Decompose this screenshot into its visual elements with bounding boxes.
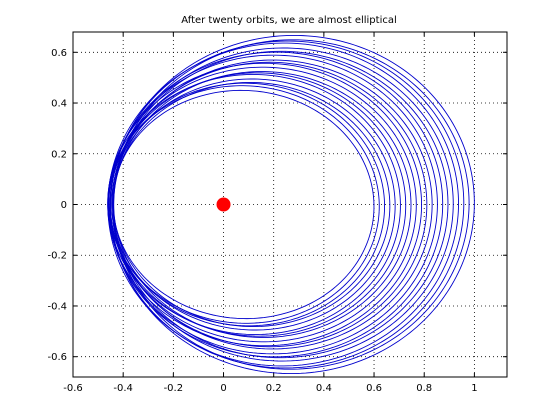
orbit-paths: [107, 34, 475, 375]
x-tick-label: 0.4: [316, 383, 332, 394]
central-body-layer: [216, 197, 231, 212]
y-tick-label: -0.6: [47, 352, 67, 363]
x-tick-label: 1: [471, 383, 477, 394]
orbit-path: [107, 73, 401, 336]
y-tick-label: 0.2: [51, 149, 67, 160]
x-tick-label: 0.2: [266, 383, 282, 394]
x-tick-label: -0.4: [113, 383, 133, 394]
orbit-path: [108, 85, 380, 324]
orbit-path: [109, 72, 407, 337]
central-body-marker: [216, 197, 231, 212]
x-tick-label: 0: [220, 383, 226, 394]
y-tick-label: 0: [61, 200, 67, 211]
y-tick-label: 0.4: [51, 99, 67, 110]
x-tick-label: -0.2: [164, 383, 184, 394]
x-tick-label: 0.6: [366, 383, 382, 394]
x-tick-label: -0.6: [63, 383, 83, 394]
y-tick-label: -0.2: [47, 251, 67, 262]
orbit-path: [111, 78, 396, 331]
x-tick-label: 0.8: [416, 383, 432, 394]
y-tick-label: 0.6: [51, 48, 67, 59]
y-tick-label: -0.4: [47, 301, 67, 312]
y-tick-labels: -0.6 -0.4 -0.2 0 0.2 0.4 0.6: [47, 48, 67, 363]
x-tick-labels: -0.6 -0.4 -0.2 0 0.2 0.4 0.6 0.8 1: [63, 383, 477, 394]
chart-title: After twenty orbits, we are almost ellip…: [181, 15, 397, 26]
orbit-path: [112, 89, 375, 320]
axis-ticks: [72, 32, 507, 377]
